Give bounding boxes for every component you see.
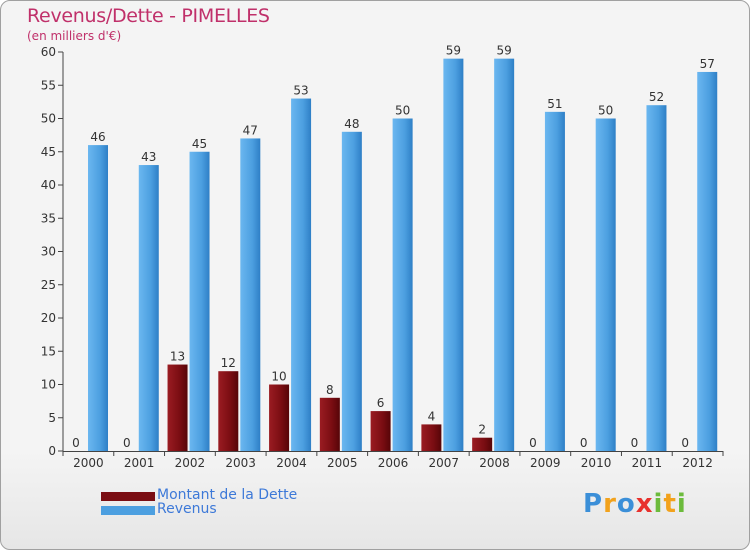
y-tick-label: 5 — [48, 411, 56, 425]
data-label-revenue: 59 — [497, 44, 512, 58]
y-tick-label: 10 — [41, 378, 56, 392]
y-tick-label: 20 — [41, 311, 56, 325]
data-label-revenue: 50 — [395, 104, 410, 118]
bar-revenue — [392, 118, 413, 451]
data-label-debt: 8 — [326, 383, 334, 397]
bar-revenue — [189, 151, 210, 451]
bar-revenue — [494, 58, 515, 452]
bar-debt — [370, 411, 391, 451]
bar-revenue — [544, 111, 565, 451]
x-tick-label: 2001 — [124, 456, 155, 470]
data-label-revenue: 48 — [344, 117, 359, 131]
data-label-debt: 0 — [529, 436, 537, 450]
data-label-revenue: 51 — [547, 97, 562, 111]
bar-revenue — [88, 145, 108, 451]
bar-debt — [167, 364, 188, 451]
y-tick-label: 55 — [41, 78, 56, 92]
logo-letter: r — [603, 489, 617, 519]
x-tick-label: 2007 — [428, 456, 459, 470]
legend-label-debt: Montant de la Dette — [157, 487, 298, 503]
bar-revenue — [341, 131, 362, 452]
data-label-revenue: 47 — [243, 123, 258, 137]
logo-letter: o — [616, 489, 636, 519]
y-tick-label: 25 — [41, 278, 56, 292]
logo-letter: i — [676, 489, 687, 519]
bar-revenue — [697, 71, 718, 451]
x-tick-label: 2011 — [632, 456, 663, 470]
data-label-debt: 4 — [428, 409, 436, 423]
x-tick-label: 2003 — [225, 456, 256, 470]
data-label-revenue: 43 — [141, 150, 156, 164]
y-tick-label: 30 — [41, 245, 56, 259]
x-tick-label: 2009 — [530, 456, 561, 470]
data-label-revenue: 50 — [598, 104, 613, 118]
data-label-revenue: 46 — [90, 130, 105, 144]
data-label-revenue: 53 — [293, 84, 308, 98]
x-tick-label: 2008 — [479, 456, 510, 470]
data-label-debt: 0 — [681, 436, 689, 450]
y-tick-label: 35 — [41, 211, 56, 225]
x-tick-label: 2004 — [276, 456, 307, 470]
bar-debt — [269, 384, 290, 451]
x-tick-label: 2010 — [581, 456, 612, 470]
legend-swatch-revenue — [101, 506, 155, 515]
data-label-revenue: 59 — [446, 44, 461, 58]
x-tick-label: 2012 — [682, 456, 713, 470]
data-label-debt: 12 — [221, 356, 236, 370]
data-label-debt: 0 — [72, 436, 80, 450]
data-label-revenue: 52 — [649, 90, 664, 104]
bar-revenue — [646, 105, 667, 451]
logo-letter: x — [635, 489, 654, 519]
data-label-debt: 0 — [580, 436, 588, 450]
data-label-debt: 0 — [123, 436, 131, 450]
logo-letter: t — [663, 489, 677, 519]
data-label-revenue: 45 — [192, 137, 207, 151]
data-label-revenue: 57 — [700, 57, 715, 71]
y-tick-label: 60 — [41, 45, 56, 59]
data-label-debt: 10 — [271, 370, 286, 384]
data-label-debt: 6 — [377, 396, 385, 410]
chart-title: Revenus/Dette - PIMELLES — [27, 5, 270, 27]
x-tick-label: 2006 — [378, 456, 409, 470]
logo-letter: i — [653, 489, 664, 519]
y-tick-label: 50 — [41, 112, 56, 126]
bar-revenue — [138, 165, 159, 452]
bar-revenue — [240, 138, 261, 451]
proxiti-logo: Proxiti — [583, 489, 687, 519]
bar-revenue — [595, 118, 616, 451]
x-tick-label: 2005 — [327, 456, 358, 470]
bar-debt — [421, 424, 442, 451]
y-tick-label: 15 — [41, 344, 56, 358]
bar-debt — [319, 397, 340, 451]
chart-subtitle: (en milliers d'€) — [27, 29, 122, 43]
y-tick-label: 0 — [48, 444, 56, 458]
x-tick-label: 2000 — [73, 456, 104, 470]
bar-revenue — [291, 98, 312, 452]
legend-swatch-debt — [101, 492, 155, 501]
bar-debt — [218, 371, 239, 451]
data-label-debt: 2 — [478, 423, 486, 437]
y-tick-label: 40 — [41, 178, 56, 192]
bar-debt — [472, 437, 493, 451]
x-tick-label: 2002 — [175, 456, 206, 470]
logo-letter: P — [583, 489, 604, 519]
legend-label-revenue: Revenus — [157, 501, 217, 517]
bar-revenue — [443, 58, 464, 452]
y-tick-label: 45 — [41, 145, 56, 159]
data-label-debt: 0 — [631, 436, 639, 450]
data-label-debt: 13 — [170, 350, 185, 364]
